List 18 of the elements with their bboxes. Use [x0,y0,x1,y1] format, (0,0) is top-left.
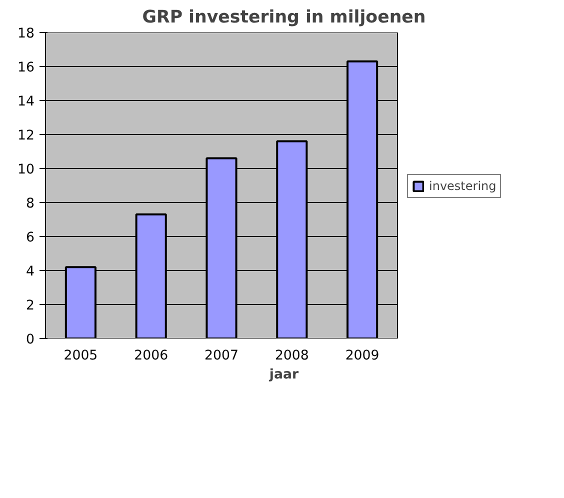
y-tick-label: 12 [18,128,35,144]
x-tick-label: 2006 [134,348,168,364]
y-tick-label: 6 [26,230,35,246]
x-axis-title: jaar [268,368,299,382]
x-tick-label: 2008 [274,348,309,364]
x-tick-label: 2005 [64,348,98,364]
y-tick-label: 4 [26,264,35,280]
y-tick-label: 0 [26,332,35,348]
y-tick-label: 8 [26,196,35,212]
legend-label: investering [429,179,496,193]
x-tick-label: 2009 [345,348,380,364]
y-tick-label: 10 [18,162,35,178]
x-tick-label: 2007 [204,348,238,364]
y-tick-label: 16 [18,60,35,76]
y-tick-label: 2 [26,298,35,314]
chart-title: GRP investering in miljoenen [142,8,426,28]
y-tick-label: 18 [18,26,35,42]
y-tick-label: 14 [18,94,35,110]
